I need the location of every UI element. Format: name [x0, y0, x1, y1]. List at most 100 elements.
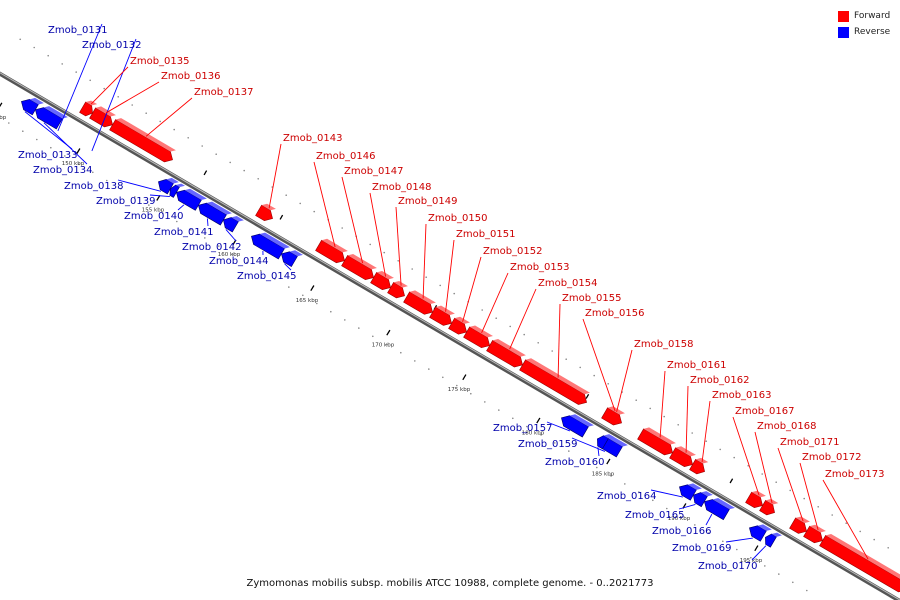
gene-label[interactable]: Zmob_0140: [124, 211, 184, 222]
tick-label: 190 kbp: [668, 516, 691, 522]
track-dot: [747, 465, 749, 467]
track-dot: [288, 286, 290, 288]
gene-label[interactable]: Zmob_0134: [33, 165, 93, 176]
gene-label[interactable]: Zmob_0169: [672, 543, 732, 554]
gene-arrow[interactable]: [248, 228, 290, 261]
gene-arrow[interactable]: [701, 493, 735, 522]
gene-arrow[interactable]: [689, 456, 710, 477]
gene-label[interactable]: Zmob_0157: [493, 423, 553, 434]
gene-arrow[interactable]: [220, 211, 244, 234]
gene-label[interactable]: Zmob_0154: [538, 278, 598, 289]
reverse-swatch: [838, 26, 849, 38]
leader-line: [754, 431, 773, 504]
track-dot: [453, 292, 456, 295]
gene-arrow[interactable]: [448, 315, 472, 338]
gene-arrow[interactable]: [18, 93, 44, 117]
gene-label[interactable]: Zmob_0137: [194, 87, 254, 98]
gene-arrow[interactable]: [32, 101, 68, 131]
leader-line: [701, 400, 711, 463]
track-dot: [593, 374, 595, 377]
track-dot: [680, 515, 682, 518]
gene-arrow[interactable]: [155, 173, 179, 196]
leader-line: [650, 489, 683, 498]
gene-label[interactable]: Zmob_0164: [597, 491, 657, 502]
track-dot: [215, 153, 217, 155]
gene-label[interactable]: Zmob_0135: [130, 56, 190, 67]
strand-legend: Forward Reverse: [838, 8, 890, 40]
gene-label[interactable]: Zmob_0166: [652, 526, 712, 537]
track-dot: [719, 448, 721, 451]
gene-label[interactable]: Zmob_0147: [344, 166, 404, 177]
gene-arrow[interactable]: [594, 430, 614, 451]
track-dot: [439, 284, 442, 287]
leader-line: [57, 23, 103, 132]
gene-arrow[interactable]: [601, 404, 627, 428]
gene-arrow[interactable]: [746, 519, 772, 543]
gene-label[interactable]: Zmob_0156: [585, 308, 645, 319]
gene-arrow[interactable]: [255, 202, 278, 224]
leader-line: [462, 256, 482, 322]
gene-label[interactable]: Zmob_0142: [182, 242, 242, 253]
gene-label[interactable]: Zmob_0149: [398, 196, 458, 207]
gene-label[interactable]: Zmob_0160: [545, 457, 605, 468]
gene-label[interactable]: Zmob_0165: [625, 510, 685, 521]
gene-label[interactable]: Zmob_0155: [562, 293, 622, 304]
gene-label[interactable]: Zmob_0161: [667, 360, 727, 371]
gene-label[interactable]: Zmob_0159: [518, 439, 578, 450]
gene-label[interactable]: Zmob_0148: [372, 182, 432, 193]
track-dot: [285, 194, 288, 196]
gene-arrow[interactable]: [690, 486, 713, 508]
gene-arrow[interactable]: [79, 99, 98, 119]
track-dot: [8, 122, 10, 124]
gene-arrow[interactable]: [89, 104, 118, 130]
gene-label[interactable]: Zmob_0162: [690, 375, 750, 386]
gene-label[interactable]: Zmob_0145: [237, 271, 297, 282]
tick-mark: [0, 102, 3, 108]
gene-arrow[interactable]: [558, 409, 594, 439]
gene-label[interactable]: Zmob_0146: [316, 151, 376, 162]
track-dot: [414, 360, 416, 362]
gene-label[interactable]: Zmob_0141: [154, 227, 214, 238]
gene-arrow[interactable]: [195, 197, 232, 227]
gene-label[interactable]: Zmob_0173: [825, 469, 885, 480]
gene-label[interactable]: Zmob_0168: [757, 421, 817, 432]
gene-label[interactable]: Zmob_0143: [283, 133, 343, 144]
gene-label[interactable]: Zmob_0136: [161, 71, 221, 82]
gene-label[interactable]: Zmob_0152: [483, 246, 543, 257]
genome-caption: Zymomonas mobilis subsp. mobilis ATCC 10…: [246, 578, 654, 589]
gene-arrow[interactable]: [429, 304, 457, 329]
gene-label[interactable]: Zmob_0144: [209, 256, 269, 267]
legend-reverse: Reverse: [838, 24, 890, 40]
gene-arrow[interactable]: [486, 337, 528, 370]
gene-arrow[interactable]: [173, 184, 207, 213]
track-dot: [831, 514, 833, 516]
gene-label[interactable]: Zmob_0167: [735, 406, 795, 417]
track-dot: [551, 350, 553, 352]
gene-label[interactable]: Zmob_0151: [456, 229, 516, 240]
leader-line: [313, 161, 336, 248]
gene-arrow[interactable]: [109, 116, 178, 165]
gene-arrow[interactable]: [762, 529, 782, 550]
gene-label[interactable]: Zmob_0172: [802, 452, 862, 463]
gene-label[interactable]: Zmob_0133: [18, 150, 78, 161]
gene-label[interactable]: Zmob_0171: [780, 437, 840, 448]
track-dot: [173, 128, 175, 131]
gene-label[interactable]: Zmob_0131: [48, 25, 108, 36]
gene-arrow[interactable]: [463, 323, 495, 350]
gene-label[interactable]: Zmob_0139: [96, 196, 156, 207]
gene-label[interactable]: Zmob_0163: [712, 390, 772, 401]
gene-arrow[interactable]: [676, 478, 702, 502]
gene-arrow[interactable]: [167, 180, 185, 199]
track-dot: [481, 309, 484, 311]
track-dot: [694, 524, 696, 526]
gene-label[interactable]: Zmob_0158: [634, 339, 694, 350]
leader-line: [732, 416, 760, 496]
gene-label[interactable]: Zmob_0138: [64, 181, 124, 192]
gene-label[interactable]: Zmob_0132: [82, 40, 142, 51]
gene-label[interactable]: Zmob_0150: [428, 213, 488, 224]
gene-label[interactable]: Zmob_0170: [698, 561, 758, 572]
gene-label[interactable]: Zmob_0153: [510, 262, 570, 273]
gene-arrow[interactable]: [759, 497, 780, 518]
gene-arrow[interactable]: [278, 245, 303, 268]
